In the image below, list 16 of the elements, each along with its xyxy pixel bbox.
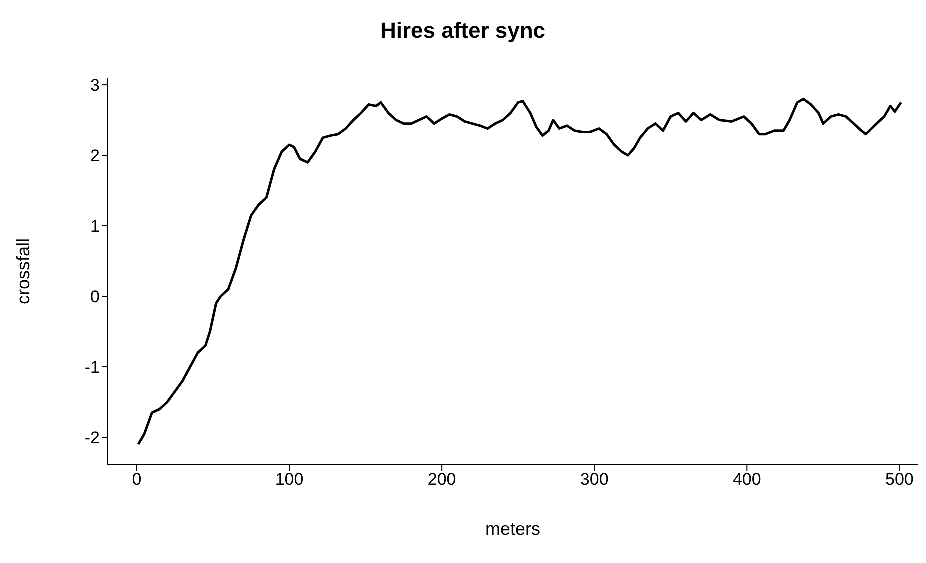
x-tick-label: 500	[886, 470, 914, 490]
y-tick-label: -2	[84, 428, 100, 448]
y-tick-label: -1	[84, 358, 100, 378]
x-tick-label: 200	[428, 470, 456, 490]
x-axis-title: meters	[485, 519, 541, 539]
x-tick-label: 300	[580, 470, 609, 490]
y-tick-label: 3	[90, 76, 100, 96]
y-tick-label: 1	[90, 217, 100, 236]
y-tick-label: 2	[90, 146, 100, 166]
x-tick-label: 0	[132, 470, 142, 490]
x-tick-label: 400	[732, 470, 762, 490]
y-tick-label: 0	[90, 288, 100, 307]
y-axis-title: crossfall	[13, 238, 34, 305]
line-series	[137, 98, 902, 446]
x-tick-label: 100	[275, 470, 304, 490]
chart-title: Hires after sync	[379, 18, 547, 44]
